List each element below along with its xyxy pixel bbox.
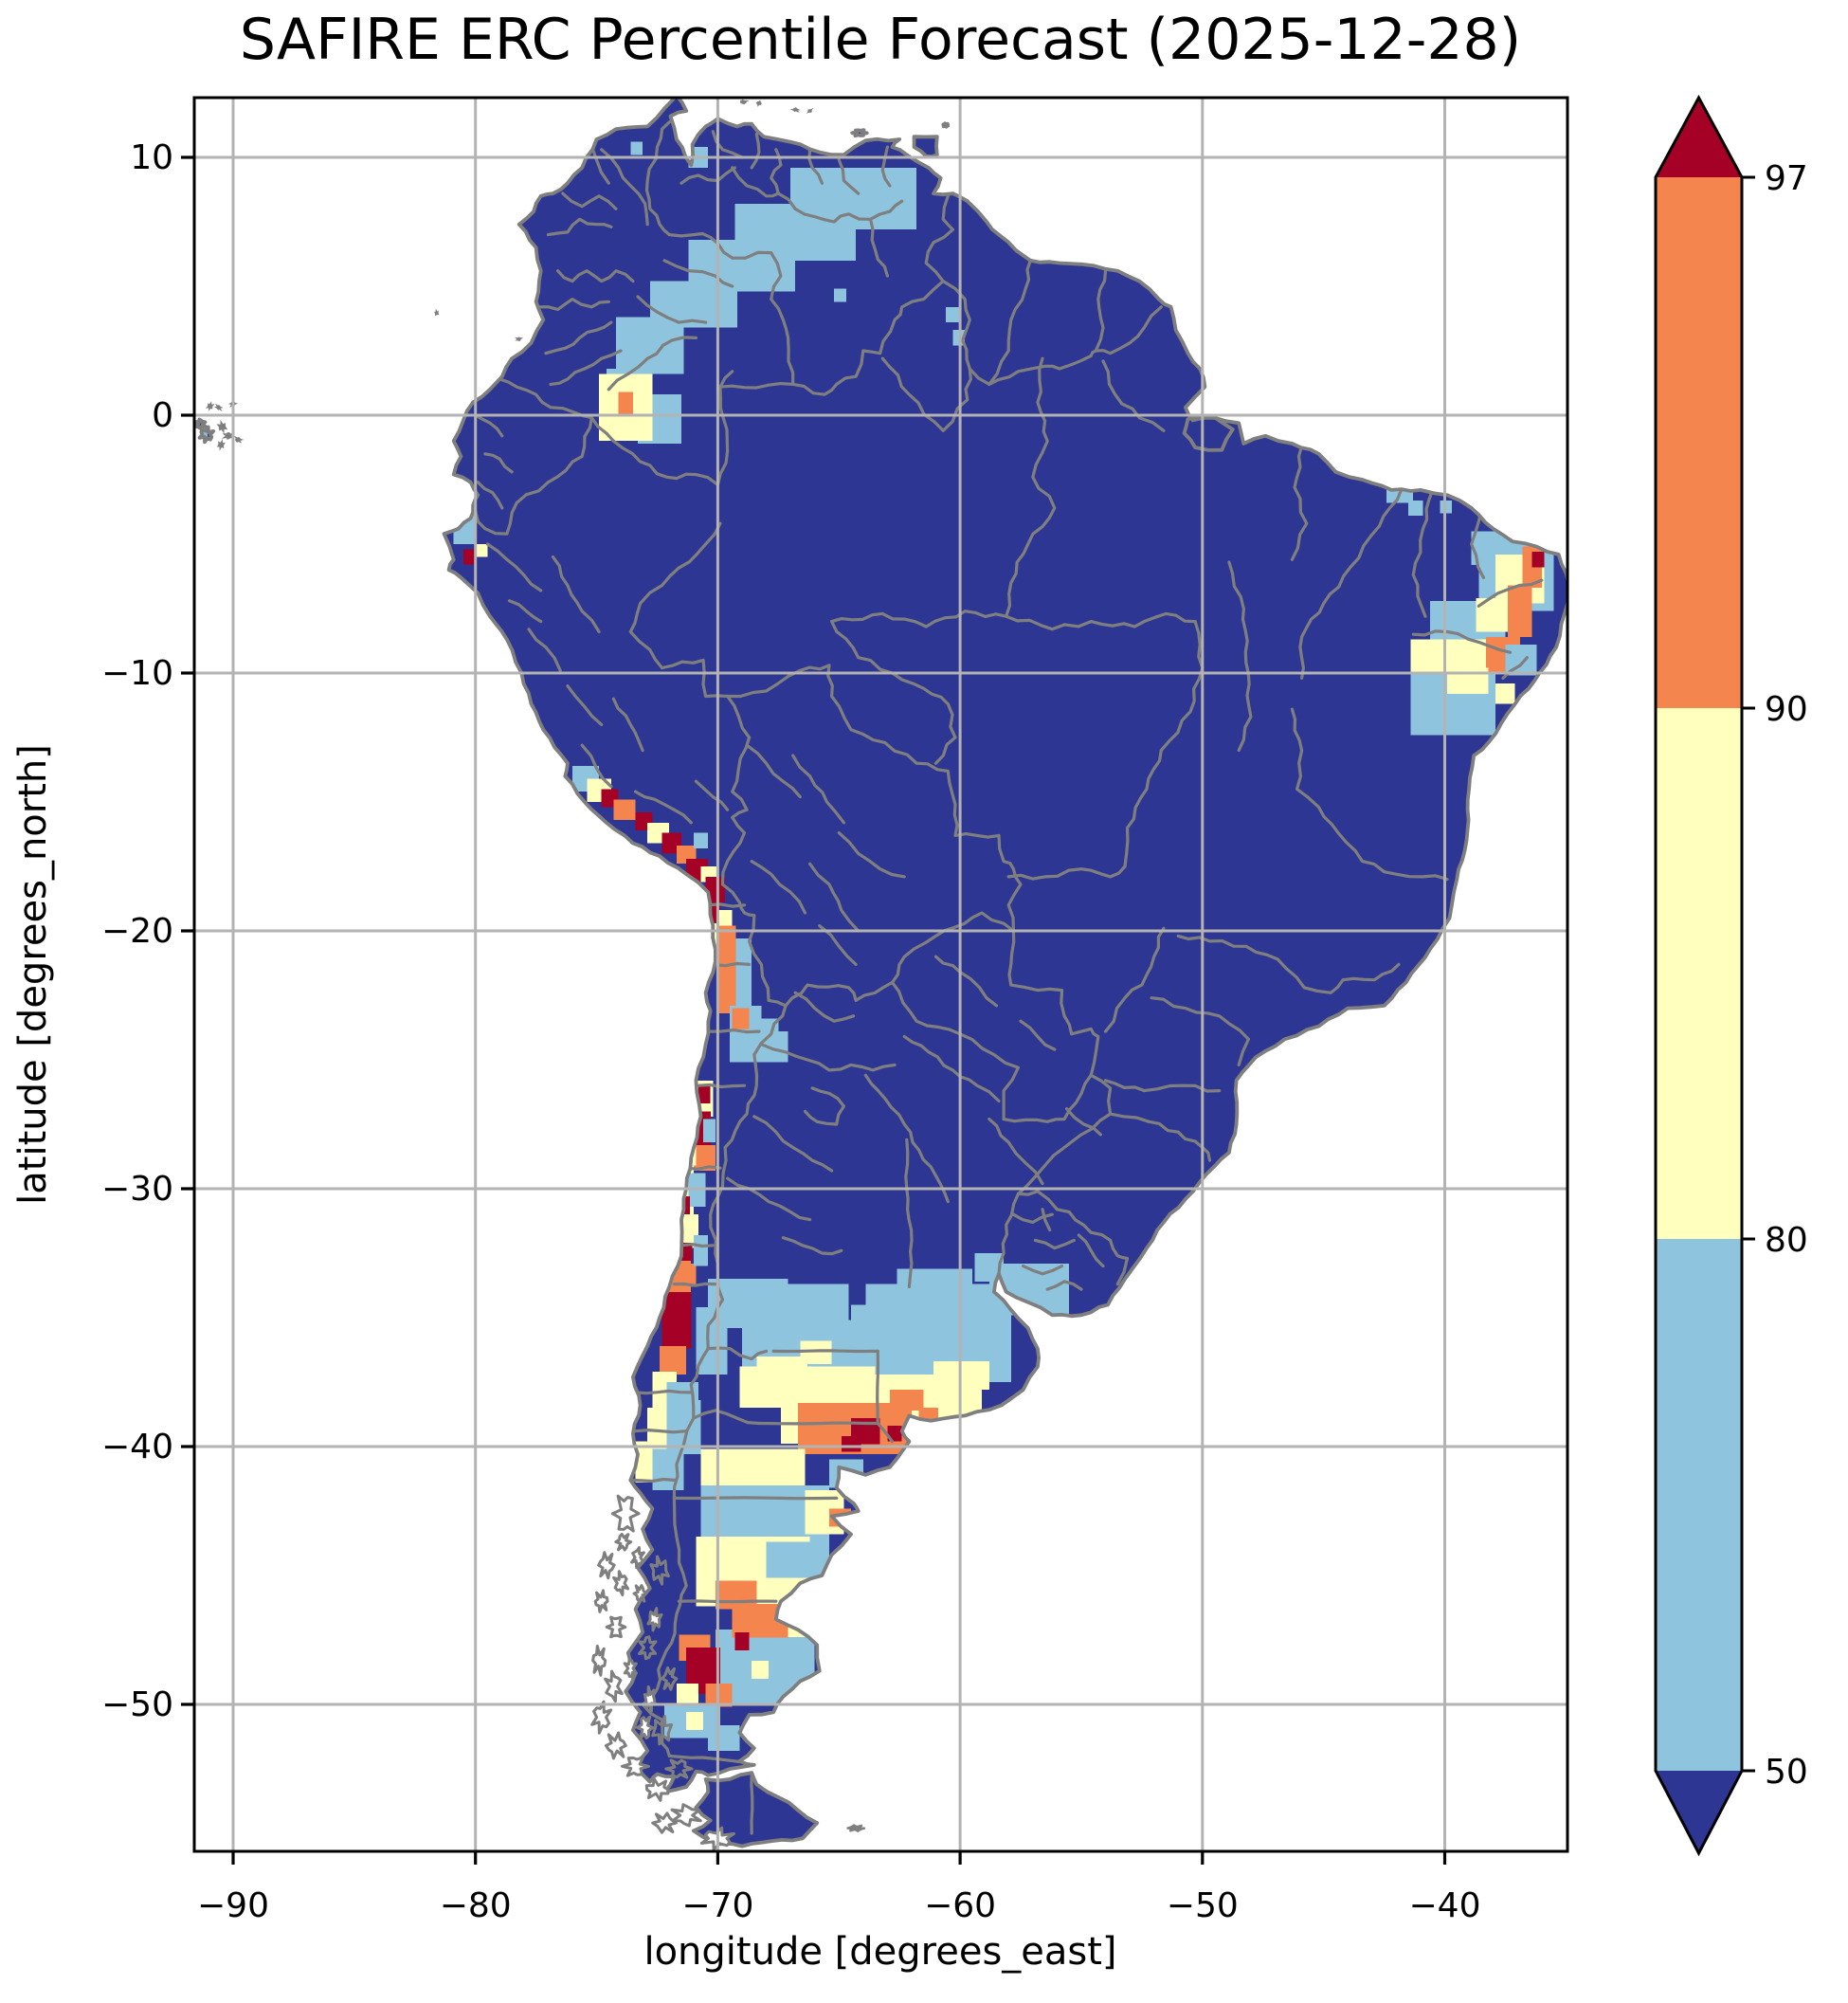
small-islands <box>206 98 866 1833</box>
colorbar-tick-label: 97 <box>1765 159 1808 198</box>
colorbar-segment-50-80 <box>1656 1239 1742 1771</box>
colorbar-segment-90-97 <box>1656 177 1742 708</box>
y-tick-label: −10 <box>101 654 173 693</box>
y-tick-label: −40 <box>101 1428 173 1466</box>
y-axis-label: latitude [degrees_north] <box>11 744 55 1205</box>
x-tick-label: −90 <box>197 1886 269 1925</box>
plot-area <box>194 98 1567 1851</box>
page-title: SAFIRE ERC Percentile Forecast (2025-12-… <box>240 7 1521 73</box>
x-tick-label: −80 <box>440 1886 512 1925</box>
x-tick-label: −50 <box>1167 1886 1239 1925</box>
x-tick-label: −70 <box>681 1886 753 1925</box>
colorbar-tick-label: 80 <box>1765 1221 1808 1260</box>
coastline <box>194 98 1567 1848</box>
admin-borders <box>466 109 1544 1835</box>
map-layers <box>194 98 1567 1851</box>
y-tick-label: −30 <box>101 1170 173 1209</box>
colorbar-tick-label: 50 <box>1765 1753 1808 1792</box>
x-axis-label: longitude [degrees_east] <box>643 1930 1116 1974</box>
gridlines <box>194 98 1567 1851</box>
y-tick-label: −20 <box>101 912 173 951</box>
colorbar-under-arrow <box>1656 1771 1742 1853</box>
tick-marks <box>181 155 1447 1865</box>
y-tick-label: 10 <box>130 138 173 177</box>
plot-frame <box>192 96 1569 1853</box>
axes: −90 −80 −70 −60 −50 −40 10 0 −10 −20 −30 −40 −50 <box>101 96 1569 1925</box>
colorbar-over-arrow <box>1656 98 1742 177</box>
y-tick-label: −50 <box>101 1685 173 1724</box>
x-tick-label: −60 <box>924 1886 996 1925</box>
fjord-coastlines <box>590 1494 735 1851</box>
colorbar: 97 90 80 50 <box>1654 94 1808 1857</box>
colorbar-tick-label: 90 <box>1765 690 1808 729</box>
y-tick-label: 0 <box>152 396 173 435</box>
colorbar-segment-80-90 <box>1656 708 1742 1239</box>
x-tick-label: −40 <box>1409 1886 1481 1925</box>
